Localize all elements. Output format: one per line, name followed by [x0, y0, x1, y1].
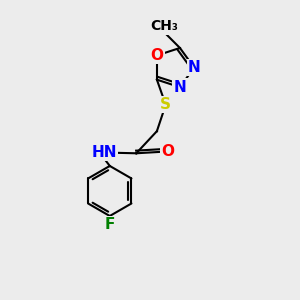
Text: HN: HN	[91, 145, 117, 160]
Text: CH₃: CH₃	[150, 20, 178, 34]
Text: F: F	[105, 217, 115, 232]
Text: O: O	[150, 48, 164, 63]
Text: N: N	[173, 80, 186, 95]
Text: O: O	[161, 144, 174, 159]
Text: N: N	[188, 60, 200, 75]
Text: S: S	[160, 97, 171, 112]
